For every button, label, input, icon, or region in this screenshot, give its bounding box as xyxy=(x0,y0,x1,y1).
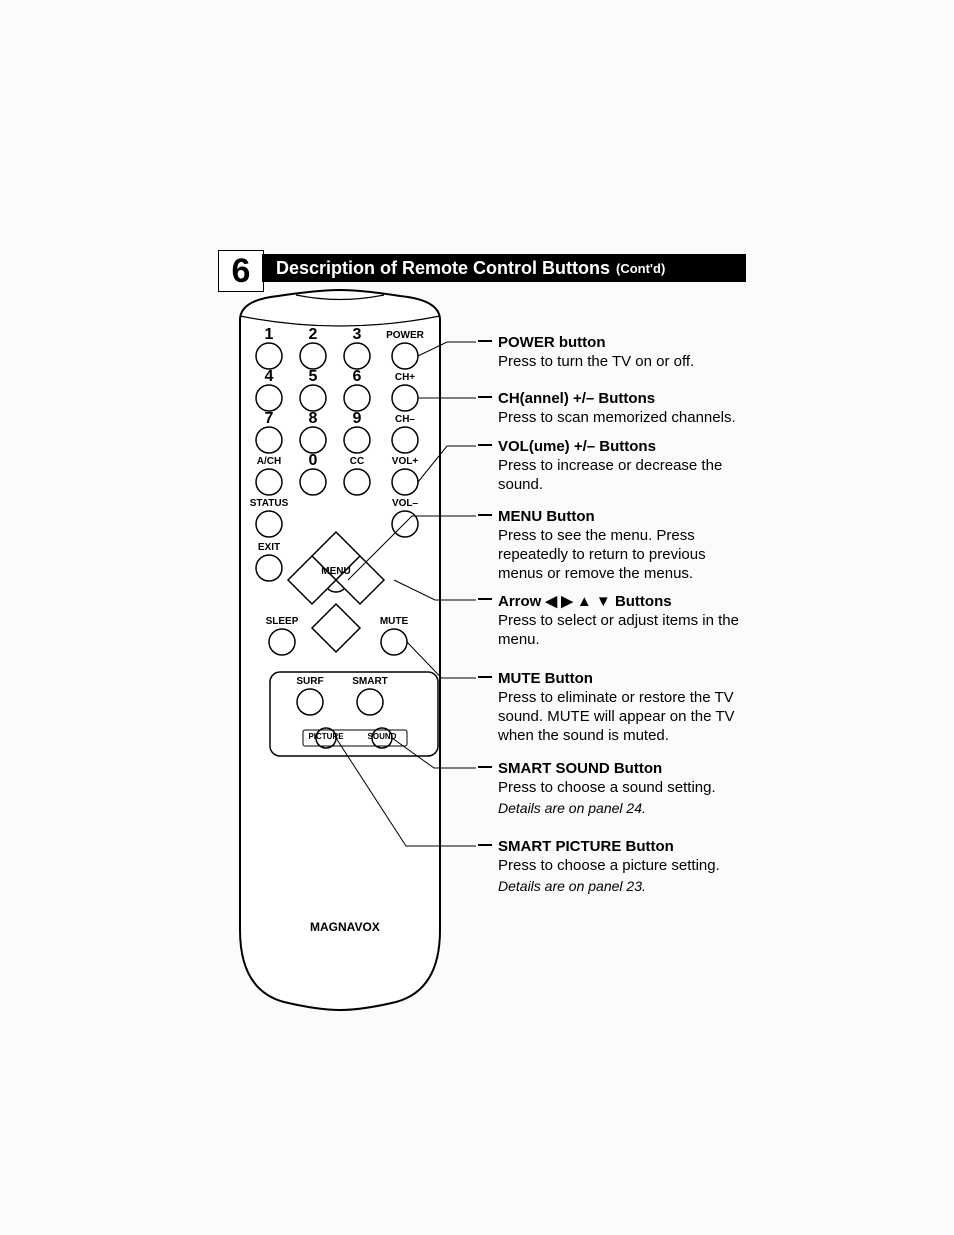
surf-label: SURF xyxy=(280,676,340,687)
desc-spic-title: SMART PICTURE Button xyxy=(498,838,748,855)
desc-power-body: Press to turn the TV on or off. xyxy=(498,353,748,372)
desc-arrow-title: Arrow ◀ ▶ ▲ ▼ Buttons xyxy=(498,592,748,610)
desc-ch-title: CH(annel) +/– Buttons xyxy=(498,390,748,407)
volm-label: VOL– xyxy=(375,498,435,509)
tick-menu xyxy=(478,514,492,516)
brand-label: MAGNAVOX xyxy=(310,920,370,934)
desc-menu-title: MENU Button xyxy=(498,508,748,525)
desc-arrow-body: Press to select or adjust items in the m… xyxy=(498,612,748,650)
desc-ssound: SMART SOUND Button Press to choose a soun… xyxy=(498,760,748,816)
desc-power-title: POWER button xyxy=(498,334,748,351)
desc-arrow: Arrow ◀ ▶ ▲ ▼ Buttons Press to select or … xyxy=(498,592,748,650)
desc-menu: MENU Button Press to see the menu. Press … xyxy=(498,508,748,583)
desc-spic-note: Details are on panel 23. xyxy=(498,878,748,894)
mute-label: MUTE xyxy=(364,616,424,627)
desc-power: POWER button Press to turn the TV on or o… xyxy=(498,334,748,372)
tick-power xyxy=(478,340,492,342)
desc-mute-body: Press to eliminate or restore the TV sou… xyxy=(498,689,748,745)
desc-ssound-body: Press to choose a sound setting. xyxy=(498,779,748,798)
desc-vol-title: VOL(ume) +/– Buttons xyxy=(498,438,748,455)
ach-label: A/CH xyxy=(239,456,299,467)
power-label: POWER xyxy=(375,330,435,341)
desc-ch: CH(annel) +/– Buttons Press to scan memor… xyxy=(498,390,748,428)
smart-button xyxy=(357,689,383,715)
smart-label: SMART xyxy=(340,676,400,687)
tick-arrow xyxy=(478,598,492,600)
sleep-label: SLEEP xyxy=(252,616,312,627)
tick-spic xyxy=(478,844,492,846)
picture-label: PICTURE xyxy=(296,732,356,741)
chp-label: CH+ xyxy=(375,372,435,383)
tick-vol xyxy=(478,444,492,446)
desc-vol: VOL(ume) +/– Buttons Press to increase or… xyxy=(498,438,748,495)
desc-ch-body: Press to scan memorized channels. xyxy=(498,409,748,428)
desc-vol-body: Press to increase or decrease the sound. xyxy=(498,457,748,495)
remote-diagram xyxy=(0,0,954,1235)
sleep-button xyxy=(269,629,295,655)
exit-label: EXIT xyxy=(239,542,299,553)
cc-label: CC xyxy=(327,456,387,467)
surf-button xyxy=(297,689,323,715)
menu-label: MENU xyxy=(306,566,366,577)
desc-ssound-title: SMART SOUND Button xyxy=(498,760,748,777)
status-label: STATUS xyxy=(239,498,299,509)
desc-spic-body: Press to choose a picture setting. xyxy=(498,857,748,876)
desc-mute: MUTE Button Press to eliminate or restore… xyxy=(498,670,748,745)
chm-label: CH– xyxy=(375,414,435,425)
desc-ssound-note: Details are on panel 24. xyxy=(498,800,748,816)
tick-ssound xyxy=(478,766,492,768)
sound-label: SOUND xyxy=(352,732,412,741)
tick-mute xyxy=(478,676,492,678)
tick-ch xyxy=(478,396,492,398)
desc-menu-body: Press to see the menu. Press repeatedly … xyxy=(498,527,748,583)
desc-spic: SMART PICTURE Button Press to choose a pi… xyxy=(498,838,748,894)
desc-mute-title: MUTE Button xyxy=(498,670,748,687)
mute-button xyxy=(381,629,407,655)
